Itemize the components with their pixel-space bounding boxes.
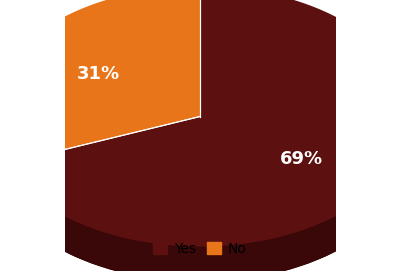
Polygon shape (0, 0, 200, 164)
Legend: Yes, No: Yes, No (148, 236, 252, 261)
Text: 69%: 69% (280, 150, 323, 168)
Polygon shape (4, 117, 200, 200)
Polygon shape (4, 117, 400, 271)
Text: 31%: 31% (77, 65, 120, 83)
Polygon shape (4, 117, 200, 200)
Polygon shape (0, 117, 4, 200)
Polygon shape (4, 0, 400, 247)
Ellipse shape (0, 22, 400, 271)
